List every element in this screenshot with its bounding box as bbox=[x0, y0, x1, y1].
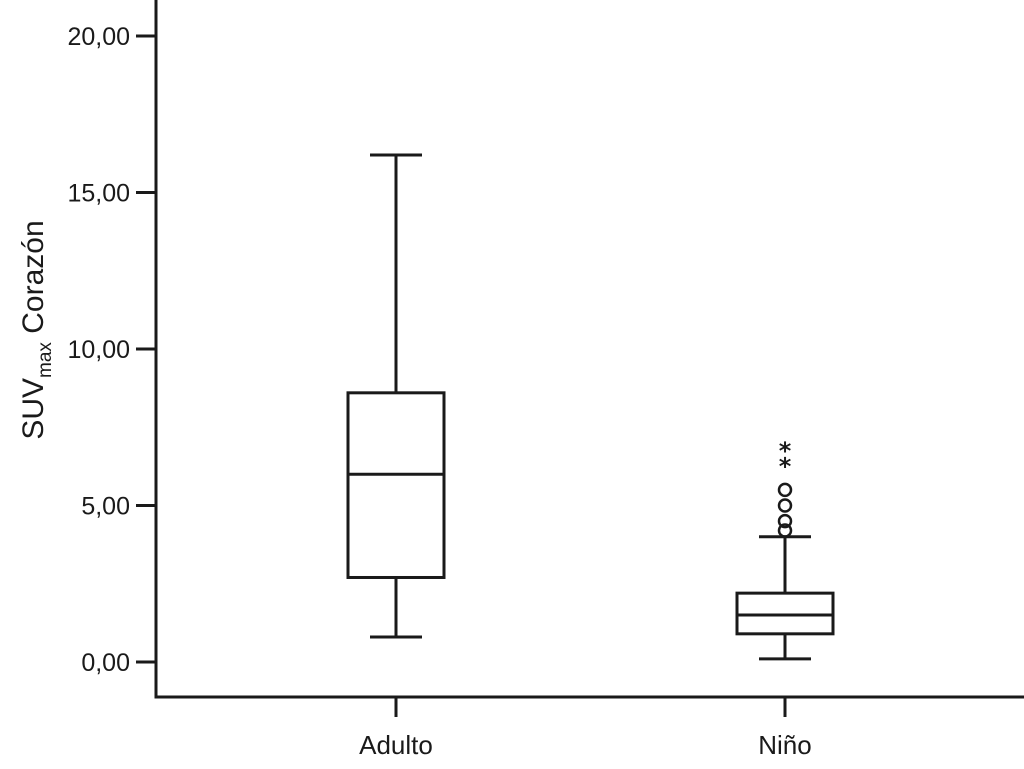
extreme-point: * bbox=[779, 453, 792, 481]
outlier-point bbox=[777, 523, 793, 538]
x-category-label: Adulto bbox=[359, 730, 433, 760]
y-axis: 0,00 5,00 10,00 15,00 20,00 bbox=[67, 23, 156, 677]
y-tick-label: 15,00 bbox=[67, 180, 130, 208]
y-tick-label: 10,00 bbox=[67, 336, 130, 364]
x-axis: Adulto Niño bbox=[359, 697, 812, 760]
y-axis-label-main: SUV bbox=[17, 378, 50, 440]
y-axis-label: SUVmax Corazón bbox=[17, 220, 56, 439]
outlier-point bbox=[777, 482, 793, 498]
plot-frame bbox=[154, 0, 1024, 699]
y-tick-label: 5,00 bbox=[81, 493, 130, 521]
boxes: ** bbox=[346, 153, 835, 661]
iqr-box bbox=[735, 591, 835, 636]
y-tick-label: 0,00 bbox=[81, 649, 130, 677]
iqr-box bbox=[346, 391, 446, 579]
box-group: ** bbox=[735, 437, 835, 661]
outlier-point bbox=[777, 498, 793, 513]
x-category-label: Niño bbox=[758, 730, 811, 760]
y-tick-label: 20,00 bbox=[67, 23, 130, 51]
y-axis-label-subscript: max bbox=[35, 342, 56, 378]
box-group bbox=[346, 153, 446, 639]
y-axis-label-suffix: Corazón bbox=[17, 220, 50, 342]
outlier-point bbox=[777, 513, 793, 529]
extreme-point: * bbox=[779, 437, 792, 465]
